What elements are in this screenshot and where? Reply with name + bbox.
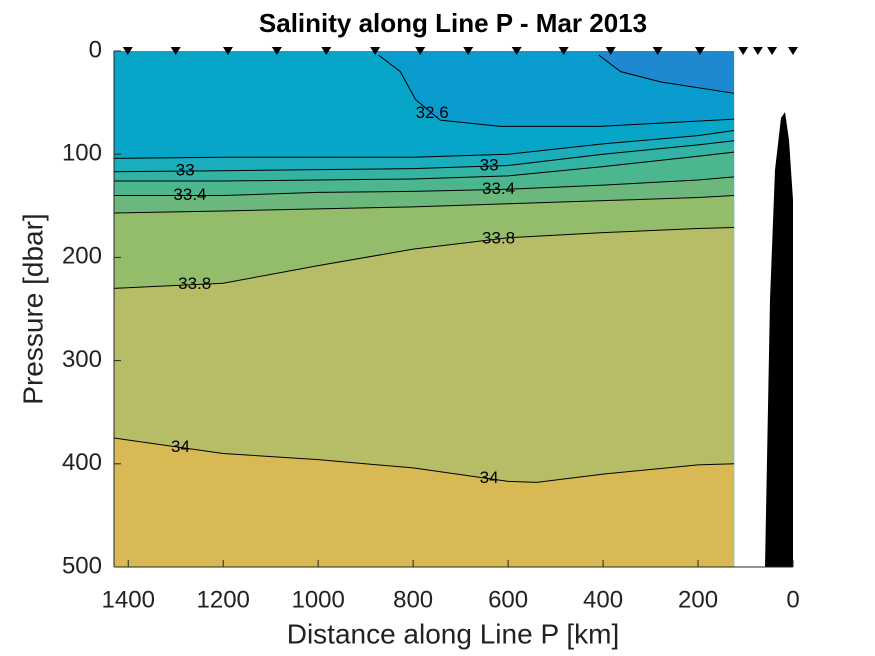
contour-line [114,129,735,159]
station-marker [415,47,426,55]
y-tick-label: 200 [62,243,102,270]
contour-line [114,176,735,196]
contour-line [114,437,735,483]
contour-fill [114,51,735,567]
x-axis-label: Distance along Line P [km] [287,618,620,649]
y-tick-label: 100 [62,140,102,167]
station-marker [463,47,474,55]
chart-title: Salinity along Line P - Mar 2013 [259,8,647,38]
x-tick-label: 0 [786,586,799,613]
station-marker [511,47,522,55]
contour-lines [114,54,735,483]
station-marker [170,47,181,55]
contour-fill [114,51,735,567]
y-tick-label: 0 [89,36,102,63]
contour-label: 33 [480,156,499,175]
contour-label: 34 [480,468,499,487]
contour-label: 32.6 [416,103,449,122]
y-tick-label: 300 [62,346,102,373]
contour-label: 33.4 [173,185,206,204]
station-marker [752,47,763,55]
contour-label: 34 [171,437,190,456]
x-tick-label: 800 [393,586,433,613]
station-marker [652,47,663,55]
station-marker [694,47,705,55]
x-tick-label: 1200 [197,586,250,613]
x-tick-label: 1400 [102,586,155,613]
contour-label: 33.8 [178,274,211,293]
x-tick-label: 1000 [291,586,344,613]
y-tick-label: 400 [62,449,102,476]
station-marker [271,47,282,55]
station-marker [558,47,569,55]
contour-line [114,226,735,289]
x-tick-label: 200 [678,586,718,613]
contour-line [114,140,735,173]
station-marker [767,47,778,55]
contour-line [114,194,735,214]
contour-label: 33.4 [482,179,515,198]
station-marker [222,47,233,55]
fills [114,51,735,567]
station-marker [122,47,133,55]
station-marker [738,47,749,55]
station-marker [370,47,381,55]
bathymetry [765,112,793,567]
station-marker [788,47,798,55]
contour-line [114,151,735,182]
contour-line [378,54,735,127]
contour-label: 33.8 [482,228,515,247]
x-tick-label: 600 [488,586,528,613]
contour-label: 33 [176,161,195,180]
y-axis-label: Pressure [dbar] [17,213,48,404]
station-marker [321,47,332,55]
x-tick-label: 400 [583,586,623,613]
y-tick-label: 500 [62,552,102,579]
station-marker [605,47,616,55]
contour-line [598,54,735,94]
